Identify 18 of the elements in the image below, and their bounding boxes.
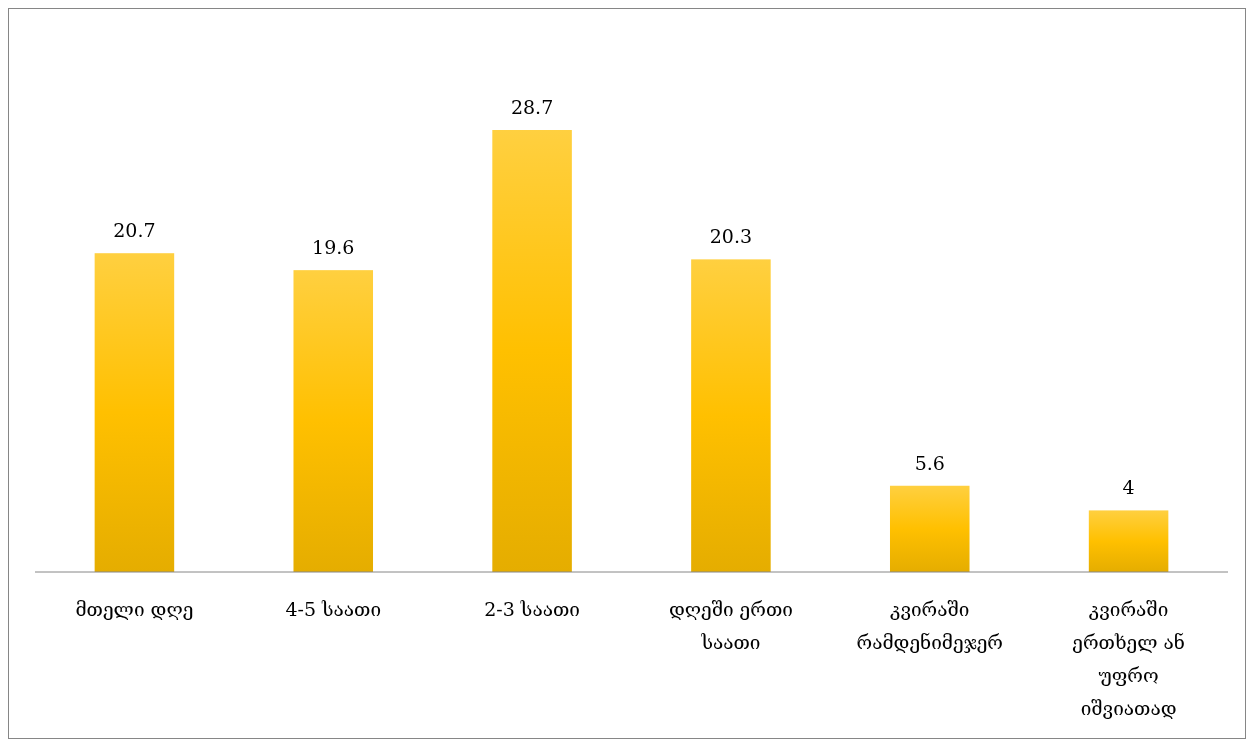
x-tick-label: დღეში ერთი საათი xyxy=(668,598,793,653)
data-label: 20.3 xyxy=(709,225,753,248)
data-label: 20.7 xyxy=(113,219,156,242)
x-tick-label: მთელი დღე xyxy=(75,598,194,620)
bar xyxy=(94,253,175,572)
data-label: 4 xyxy=(1122,476,1135,499)
x-tick-label: კვირაში რამდენიმეჯერ xyxy=(856,598,1003,653)
bar xyxy=(1088,510,1169,572)
x-tick-label: კვირაში ერთხელ ან უფრო იშვიათად xyxy=(1072,598,1185,719)
data-label: 5.6 xyxy=(914,451,945,474)
bar xyxy=(293,270,374,572)
data-label: 28.7 xyxy=(510,96,554,118)
bar xyxy=(889,485,970,572)
bar xyxy=(691,259,771,572)
data-label: 19.6 xyxy=(312,236,355,259)
bar xyxy=(492,130,572,572)
x-tick-label: 4-5 საათი xyxy=(285,598,382,620)
x-tick-label: 2-3 საათი xyxy=(484,598,580,620)
